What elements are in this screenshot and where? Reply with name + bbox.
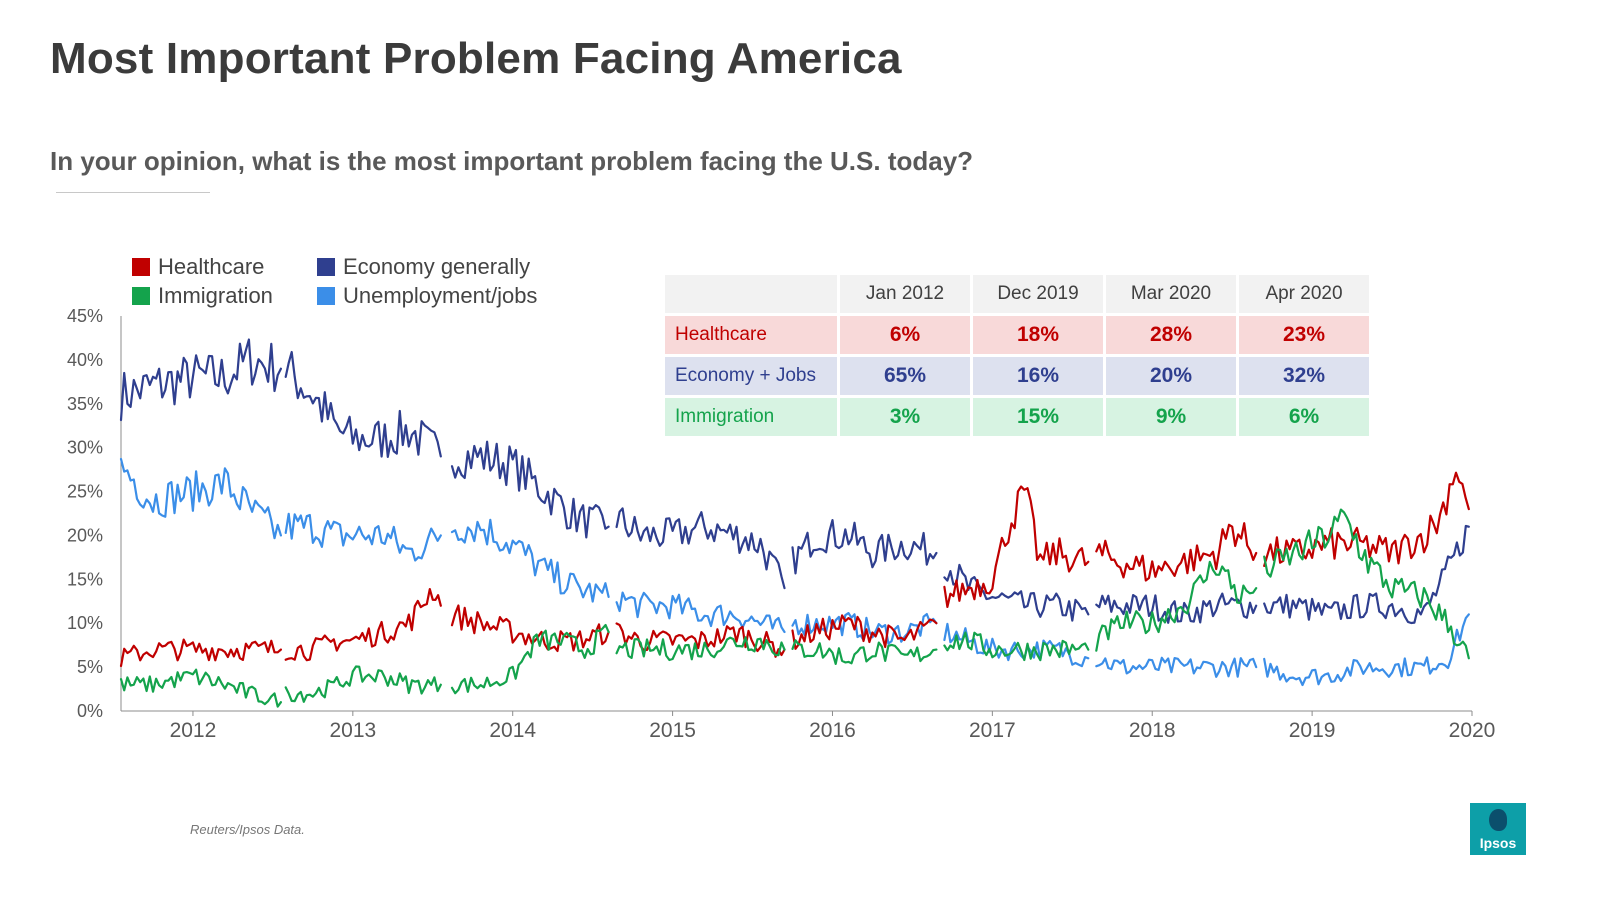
series-line-unemployment-jobs <box>450 518 610 603</box>
summary-col-mar-2020: Mar 2020 <box>1106 275 1236 313</box>
series-line-healthcare <box>450 604 610 653</box>
summary-cell: 65% <box>840 357 970 395</box>
page-title: Most Important Problem Facing America <box>50 34 902 83</box>
series-line-healthcare <box>284 587 442 662</box>
subtitle-divider <box>56 192 210 193</box>
x-tick-label: 2012 <box>170 719 217 742</box>
y-tick-label: 20% <box>67 525 103 545</box>
series-line-immigration <box>119 668 282 708</box>
y-tick-label: 10% <box>67 613 103 633</box>
series-line-unemployment-jobs <box>284 512 442 562</box>
summary-row-label: Immigration <box>665 398 837 436</box>
summary-cell: 28% <box>1106 316 1236 354</box>
series-line-economy-generally <box>791 518 938 575</box>
summary-row-label: Healthcare <box>665 316 837 354</box>
summary-header-row: Jan 2012 Dec 2019 Mar 2020 Apr 2020 <box>665 275 1369 313</box>
series-line-unemployment-jobs <box>1263 613 1470 687</box>
ipsos-logo: Ipsos <box>1470 803 1526 855</box>
y-tick-label: 5% <box>77 657 103 677</box>
series-line-healthcare <box>1095 522 1258 582</box>
summary-cell: 23% <box>1239 316 1369 354</box>
y-tick-label: 45% <box>67 306 103 326</box>
series-line-healthcare <box>119 638 282 668</box>
summary-row-label: Economy + Jobs <box>665 357 837 395</box>
summary-col-apr-2020: Apr 2020 <box>1239 275 1369 313</box>
series-line-healthcare <box>615 622 786 658</box>
summary-cell: 16% <box>973 357 1103 395</box>
y-tick-label: 15% <box>67 569 103 589</box>
x-tick-label: 2020 <box>1449 719 1496 742</box>
summary-row-healthcare: Healthcare 6% 18% 28% 23% <box>665 316 1369 354</box>
series-line-immigration <box>615 636 786 662</box>
summary-table: Jan 2012 Dec 2019 Mar 2020 Apr 2020 Heal… <box>662 272 1372 439</box>
series-healthcare <box>119 471 1470 668</box>
series-line-unemployment-jobs <box>615 591 786 634</box>
legend-item-healthcare: Healthcare <box>132 254 264 280</box>
series-line-immigration <box>943 631 1090 662</box>
summary-cell: 3% <box>840 398 970 436</box>
series-line-economy-generally <box>1263 524 1470 625</box>
y-tick-label: 30% <box>67 438 103 458</box>
series-line-economy-generally <box>615 507 786 590</box>
y-tick-label: 40% <box>67 350 103 370</box>
series-line-economy-generally <box>119 338 282 422</box>
y-tick-label: 0% <box>77 701 103 721</box>
summary-cell: 6% <box>840 316 970 354</box>
logo-head-icon <box>1489 809 1507 831</box>
legend-item-unemployment-jobs: Unemployment/jobs <box>317 283 537 309</box>
series-line-unemployment-jobs <box>119 457 282 540</box>
summary-cell: 32% <box>1239 357 1369 395</box>
series-line-immigration <box>450 623 610 695</box>
x-tick-label: 2013 <box>329 719 376 742</box>
legend-swatch-healthcare <box>132 258 150 276</box>
legend-swatch-economy-generally <box>317 258 335 276</box>
series-line-immigration <box>284 665 442 703</box>
summary-cell: 9% <box>1106 398 1236 436</box>
series-line-unemployment-jobs <box>1095 656 1258 678</box>
legend-item-immigration: Immigration <box>132 283 273 309</box>
series-line-healthcare <box>943 485 1090 609</box>
legend-label-healthcare: Healthcare <box>158 254 265 279</box>
legend-item-economy-generally: Economy generally <box>317 254 530 280</box>
series-line-immigration <box>791 639 938 666</box>
summary-cell: 18% <box>973 316 1103 354</box>
series-line-immigration <box>1263 508 1470 660</box>
y-tick-label: 35% <box>67 394 103 414</box>
series-economy-generally <box>119 338 1470 625</box>
legend-swatch-immigration <box>132 287 150 305</box>
summary-cell: 6% <box>1239 398 1369 436</box>
x-tick-label: 2015 <box>649 719 696 742</box>
logo-wordmark: Ipsos <box>1479 835 1517 851</box>
series-immigration <box>119 508 1470 708</box>
legend-swatch-unemployment-jobs <box>317 287 335 305</box>
legend-label-immigration: Immigration <box>158 283 273 308</box>
x-tick-label: 2019 <box>1289 719 1336 742</box>
series-line-economy-generally <box>450 440 610 539</box>
series-line-immigration <box>1095 560 1258 652</box>
x-tick-label: 2014 <box>489 719 536 742</box>
summary-corner-cell <box>665 275 837 313</box>
x-tick-label: 2018 <box>1129 719 1176 742</box>
series-line-healthcare <box>791 614 938 650</box>
series-line-economy-generally <box>284 350 442 458</box>
series-line-healthcare <box>1263 471 1470 568</box>
summary-col-dec-2019: Dec 2019 <box>973 275 1103 313</box>
summary-col-jan-2012: Jan 2012 <box>840 275 970 313</box>
legend-label-unemployment-jobs: Unemployment/jobs <box>343 283 538 308</box>
series-layer <box>119 338 1470 708</box>
series-line-economy-generally <box>943 563 1090 622</box>
x-tick-label: 2016 <box>809 719 856 742</box>
y-tick-label: 25% <box>67 482 103 502</box>
source-note: Reuters/Ipsos Data. <box>190 822 305 837</box>
page-subtitle: In your opinion, what is the most import… <box>50 146 974 176</box>
summary-row-immigration: Immigration 3% 15% 9% 6% <box>665 398 1369 436</box>
summary-row-economy-jobs: Economy + Jobs 65% 16% 20% 32% <box>665 357 1369 395</box>
summary-cell: 20% <box>1106 357 1236 395</box>
summary-cell: 15% <box>973 398 1103 436</box>
x-tick-label: 2017 <box>969 719 1016 742</box>
legend-label-economy-generally: Economy generally <box>343 254 531 279</box>
